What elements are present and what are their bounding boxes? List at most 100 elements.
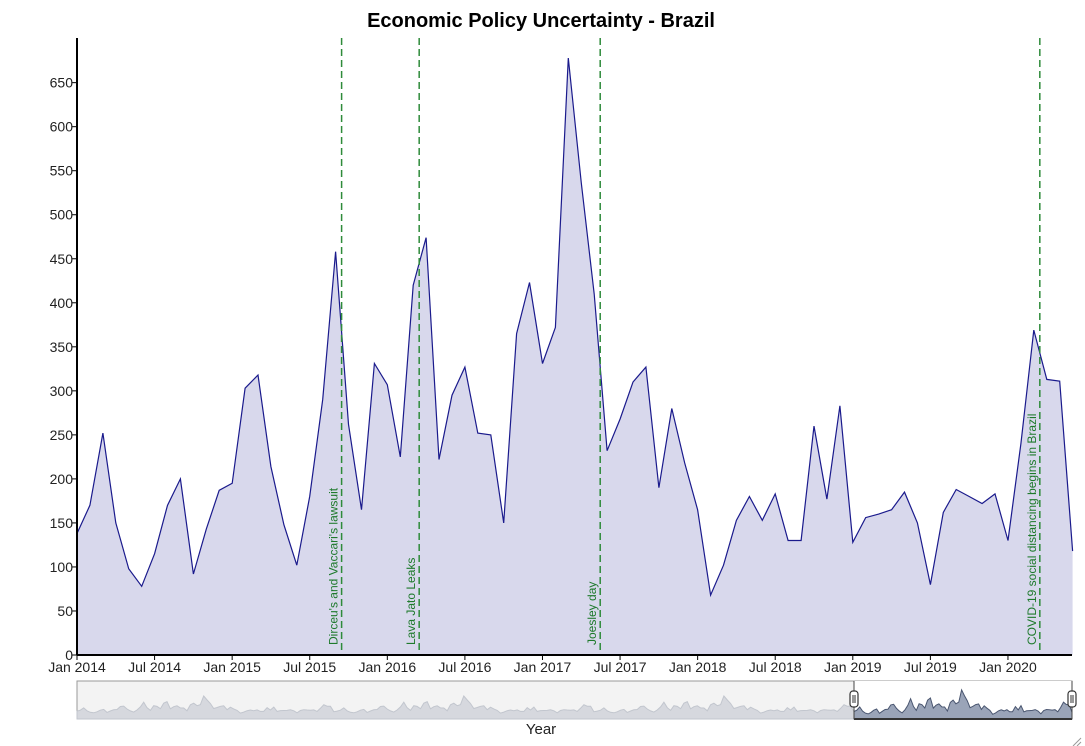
x-tick-label: Jan 2017: [514, 659, 572, 675]
data-point: [398, 454, 403, 459]
y-tick-label: 50: [57, 603, 73, 619]
data-point: [501, 520, 506, 525]
data-point: [191, 572, 196, 577]
data-point: [915, 520, 920, 525]
data-point: [126, 566, 131, 571]
data-point: [204, 527, 209, 532]
data-point: [307, 494, 312, 499]
data-point: [281, 522, 286, 527]
data-point: [113, 520, 118, 525]
data-point: [217, 488, 222, 493]
x-tick-label: Jan 2020: [979, 659, 1037, 675]
data-point: [993, 491, 998, 496]
data-point: [824, 497, 829, 502]
area-layer: [76, 57, 1075, 655]
data-point: [527, 280, 532, 285]
series-area-fill: [77, 58, 1073, 655]
y-tick-label: 0: [65, 647, 73, 663]
data-point: [799, 538, 804, 543]
data-point: [721, 563, 726, 568]
x-tick-label: Jul 2018: [749, 659, 802, 675]
x-tick-label: Jul 2014: [128, 659, 181, 675]
data-point: [954, 487, 959, 492]
event-label: Lava Jato Leaks: [404, 558, 418, 645]
data-point: [165, 503, 170, 508]
navigator-handle-right[interactable]: [1067, 690, 1077, 708]
chart-title: Economic Policy Uncertainty - Brazil: [367, 10, 715, 32]
data-point: [708, 593, 713, 598]
navigator-handle-left[interactable]: [849, 690, 859, 708]
data-point: [488, 432, 493, 437]
data-point: [1057, 379, 1062, 384]
navigator-selected-area: [853, 688, 1073, 720]
data-point: [643, 365, 648, 370]
data-point: [1070, 549, 1075, 554]
y-tick-label: 250: [50, 427, 74, 443]
data-point: [359, 507, 364, 512]
data-point: [734, 518, 739, 523]
y-tick-label: 650: [50, 75, 74, 91]
data-point: [980, 501, 985, 506]
data-point: [850, 540, 855, 545]
y-tick-label: 350: [50, 339, 74, 355]
range-navigator[interactable]: [76, 680, 1077, 720]
data-point: [682, 461, 687, 466]
data-point: [178, 476, 183, 481]
y-tick-label: 300: [50, 383, 74, 399]
data-point: [656, 485, 661, 490]
data-point: [579, 181, 584, 186]
data-point: [152, 551, 157, 556]
data-point: [618, 417, 623, 422]
x-tick-label: Jan 2014: [48, 659, 106, 675]
data-point: [941, 510, 946, 515]
y-tick-label: 450: [50, 251, 74, 267]
data-point: [592, 292, 597, 297]
data-point: [695, 507, 700, 512]
data-point: [773, 491, 778, 496]
data-point: [1031, 328, 1036, 333]
data-point: [760, 518, 765, 523]
data-point: [385, 382, 390, 387]
data-point: [87, 503, 92, 508]
x-tick-label: Jul 2017: [594, 659, 647, 675]
x-axis: Jan 2014 Jul 2014 Jan 2015 Jul 2015 Jan 2016…: [48, 654, 1072, 675]
x-tick-label: Jul 2016: [438, 659, 491, 675]
series-line: [76, 57, 1074, 598]
data-point: [786, 538, 791, 543]
x-tick-label: Jan 2018: [669, 659, 727, 675]
data-point: [747, 494, 752, 499]
resize-grip-icon[interactable]: [1072, 737, 1082, 746]
data-point: [450, 393, 455, 398]
data-point: [139, 584, 144, 589]
data-point: [928, 582, 933, 587]
x-axis-label: Year: [526, 721, 556, 738]
event-label: COVID-19 social distancing begins in Bra…: [1025, 414, 1039, 645]
data-point: [333, 249, 338, 254]
data-point: [605, 448, 610, 453]
data-point: [437, 457, 442, 462]
data-point: [837, 403, 842, 408]
y-tick-label: 400: [50, 295, 74, 311]
y-tick-label: 200: [50, 471, 74, 487]
y-tick-label: 600: [50, 119, 74, 135]
data-point: [514, 331, 519, 336]
data-point: [320, 397, 325, 402]
y-tick-label: 150: [50, 515, 74, 531]
data-point: [1044, 377, 1049, 382]
x-tick-label: Jan 2019: [824, 659, 882, 675]
data-point: [863, 515, 868, 520]
data-point: [243, 386, 248, 391]
data-point: [372, 361, 377, 366]
data-point: [876, 512, 881, 517]
data-point: [1006, 538, 1011, 543]
x-tick-label: Jan 2016: [359, 659, 417, 675]
data-point: [294, 563, 299, 568]
data-point: [346, 422, 351, 427]
data-point: [475, 431, 480, 436]
data-point: [902, 490, 907, 495]
data-point: [268, 464, 273, 469]
data-point: [230, 481, 235, 486]
data-point: [669, 406, 674, 411]
data-point: [553, 325, 558, 330]
